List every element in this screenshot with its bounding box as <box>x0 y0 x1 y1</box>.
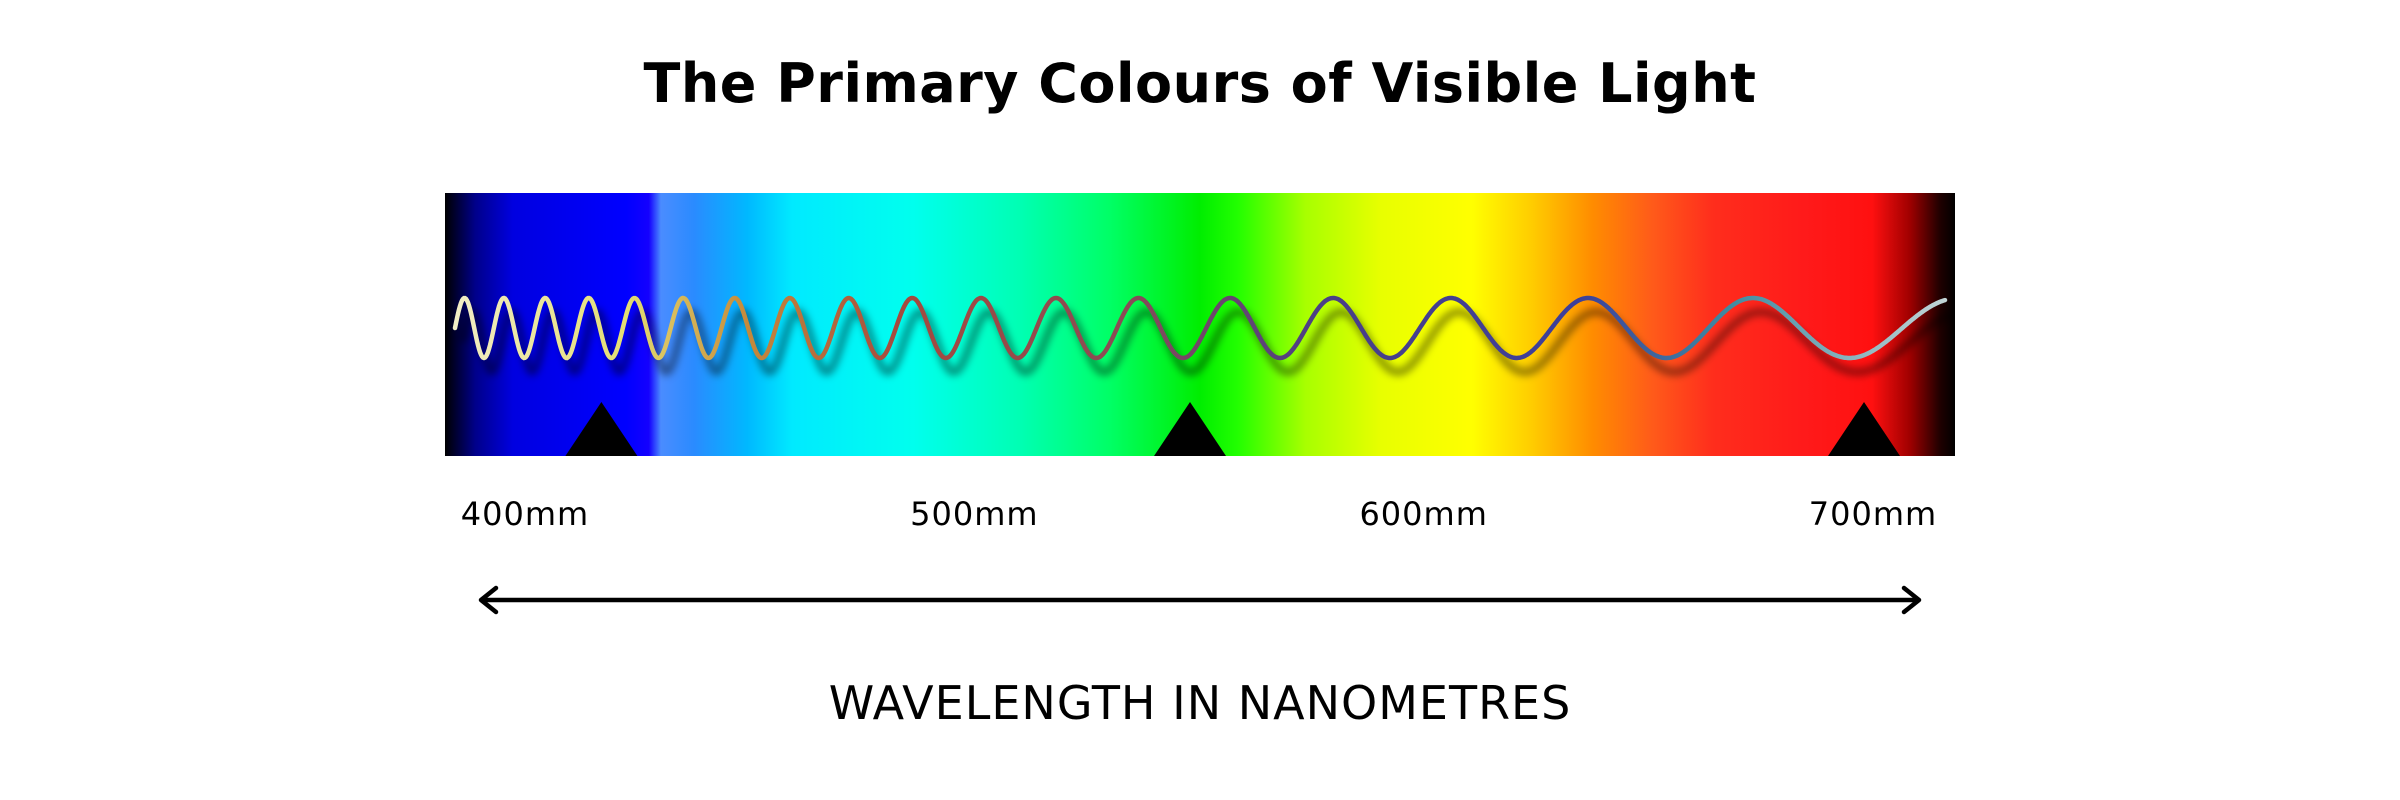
tick-label-500: 500mm <box>910 495 1039 533</box>
tick-label-700: 700mm <box>1808 495 1938 533</box>
red-primary-marker <box>1828 402 1901 456</box>
wave-shadow <box>459 308 1955 376</box>
wave-graphic <box>452 295 1955 456</box>
light-wave <box>452 295 1948 361</box>
green-primary-marker <box>1154 402 1227 456</box>
axis-caption: WAVELENGTH IN NANOMETRES <box>828 676 1572 730</box>
page-title: The Primary Colours of Visible Light <box>643 52 1757 115</box>
visible-light-spectrum <box>445 193 1955 456</box>
double-headed-arrow-icon <box>478 585 1922 615</box>
blue-primary-marker <box>565 402 638 456</box>
tick-label-400: 400mm <box>460 495 590 533</box>
tick-label-600: 600mm <box>1359 495 1488 533</box>
